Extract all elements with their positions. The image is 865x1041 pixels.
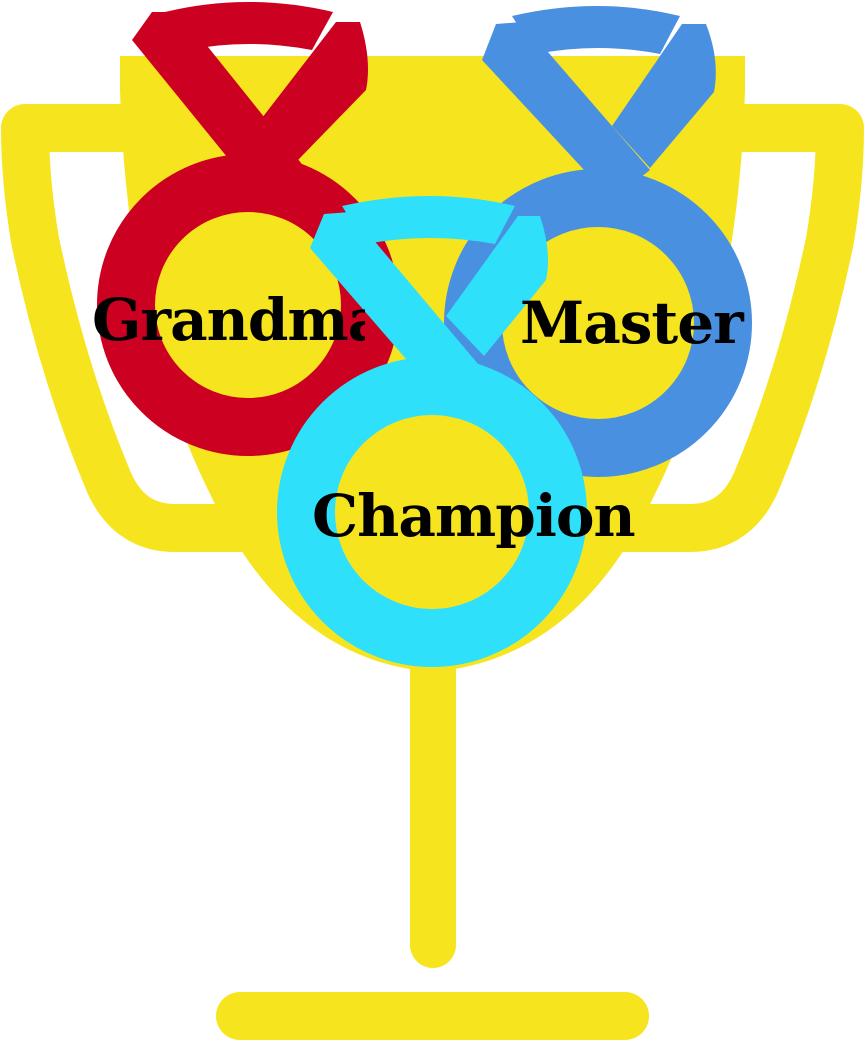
trophy-right-handle <box>601 104 864 552</box>
cyan-medal-ring <box>277 357 587 667</box>
red-medal-ribbon-right <box>262 22 368 160</box>
red-medal-ribbon-back <box>165 2 333 50</box>
grandmaster-label: Grandmaster <box>92 286 510 354</box>
blue-medal-ribbon-back <box>512 6 680 54</box>
blue-medal-ribbon-left <box>482 22 650 200</box>
blue-medal-icon <box>444 6 752 477</box>
master-label: Master <box>520 289 745 357</box>
cyan-medal-icon <box>277 196 587 667</box>
champion-label: Champion <box>312 482 635 550</box>
red-medal-ribbon-left <box>132 12 305 200</box>
trophy-base <box>216 992 649 1040</box>
cyan-medal-ribbon-left <box>310 212 478 396</box>
trophy-stem <box>410 640 456 968</box>
cyan-medal-ribbon-right <box>446 216 548 356</box>
trophy-left-handle <box>1 104 264 552</box>
blue-medal-ribbon-right <box>612 24 716 168</box>
cyan-medal-ribbon-back <box>342 196 515 244</box>
